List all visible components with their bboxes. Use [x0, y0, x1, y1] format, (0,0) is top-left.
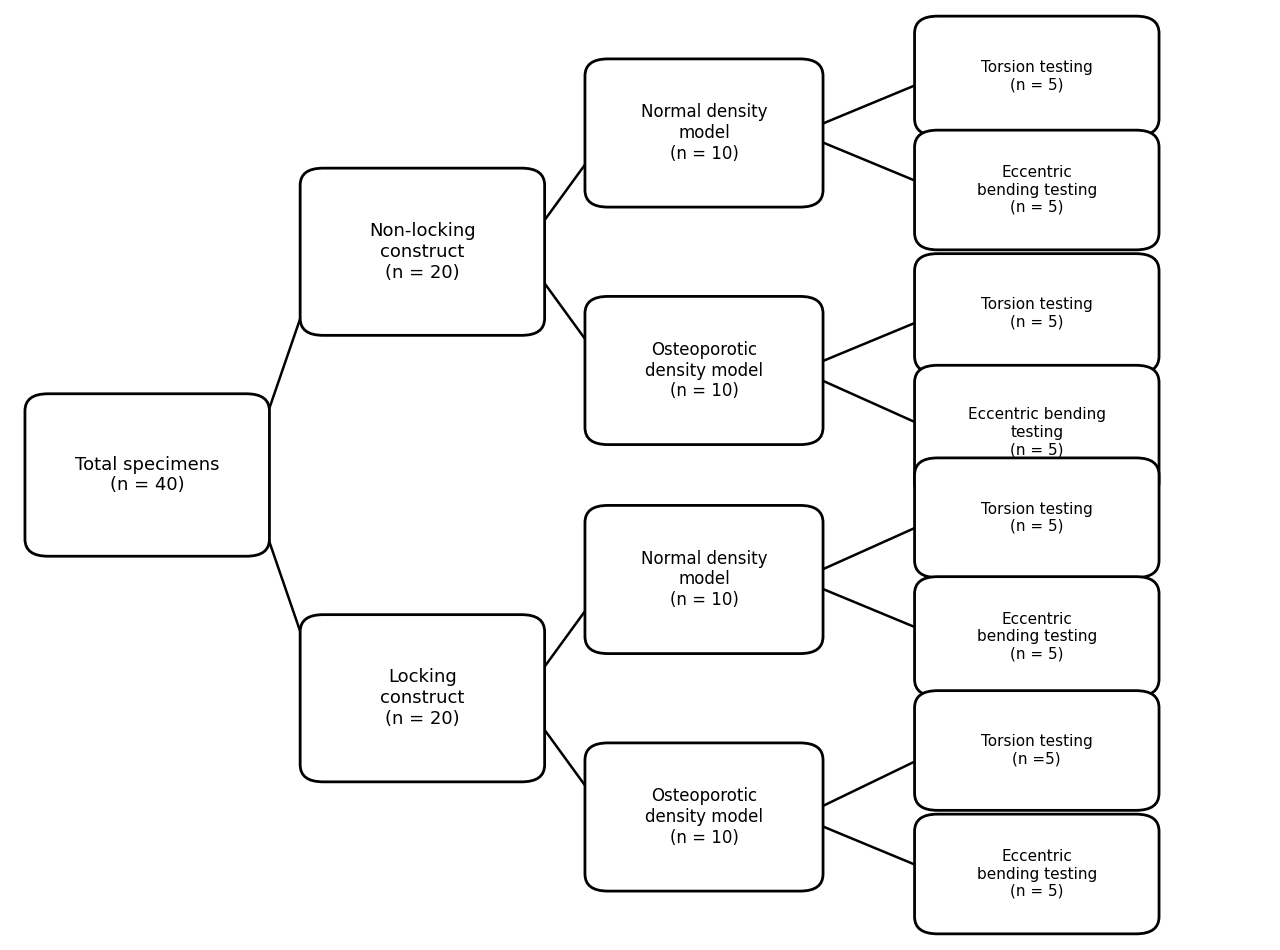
- Text: Torsion testing
(n =5): Torsion testing (n =5): [980, 734, 1093, 767]
- Text: Osteoporotic
density model
(n = 10): Osteoporotic density model (n = 10): [645, 788, 763, 846]
- FancyBboxPatch shape: [585, 743, 823, 891]
- FancyBboxPatch shape: [915, 458, 1160, 578]
- FancyBboxPatch shape: [301, 168, 545, 335]
- FancyBboxPatch shape: [585, 505, 823, 654]
- FancyBboxPatch shape: [301, 615, 545, 782]
- Text: Non-locking
construct
(n = 20): Non-locking construct (n = 20): [369, 222, 476, 281]
- FancyBboxPatch shape: [915, 16, 1160, 136]
- Text: Eccentric bending
testing
(n = 5): Eccentric bending testing (n = 5): [968, 408, 1106, 457]
- Text: Total specimens
(n = 40): Total specimens (n = 40): [76, 456, 219, 494]
- Text: Torsion testing
(n = 5): Torsion testing (n = 5): [980, 502, 1093, 534]
- Text: Eccentric
bending testing
(n = 5): Eccentric bending testing (n = 5): [977, 849, 1097, 899]
- Text: Eccentric
bending testing
(n = 5): Eccentric bending testing (n = 5): [977, 165, 1097, 215]
- Text: Normal density
model
(n = 10): Normal density model (n = 10): [641, 104, 767, 162]
- Text: Locking
construct
(n = 20): Locking construct (n = 20): [380, 669, 465, 728]
- FancyBboxPatch shape: [585, 296, 823, 445]
- Text: Torsion testing
(n = 5): Torsion testing (n = 5): [980, 297, 1093, 330]
- FancyBboxPatch shape: [26, 393, 270, 557]
- FancyBboxPatch shape: [915, 814, 1160, 934]
- FancyBboxPatch shape: [915, 365, 1160, 500]
- Text: Eccentric
bending testing
(n = 5): Eccentric bending testing (n = 5): [977, 612, 1097, 661]
- FancyBboxPatch shape: [915, 577, 1160, 696]
- Text: Osteoporotic
density model
(n = 10): Osteoporotic density model (n = 10): [645, 341, 763, 400]
- FancyBboxPatch shape: [585, 59, 823, 207]
- FancyBboxPatch shape: [915, 691, 1160, 810]
- Text: Normal density
model
(n = 10): Normal density model (n = 10): [641, 550, 767, 609]
- FancyBboxPatch shape: [915, 254, 1160, 373]
- FancyBboxPatch shape: [915, 130, 1160, 250]
- Text: Torsion testing
(n = 5): Torsion testing (n = 5): [980, 60, 1093, 92]
